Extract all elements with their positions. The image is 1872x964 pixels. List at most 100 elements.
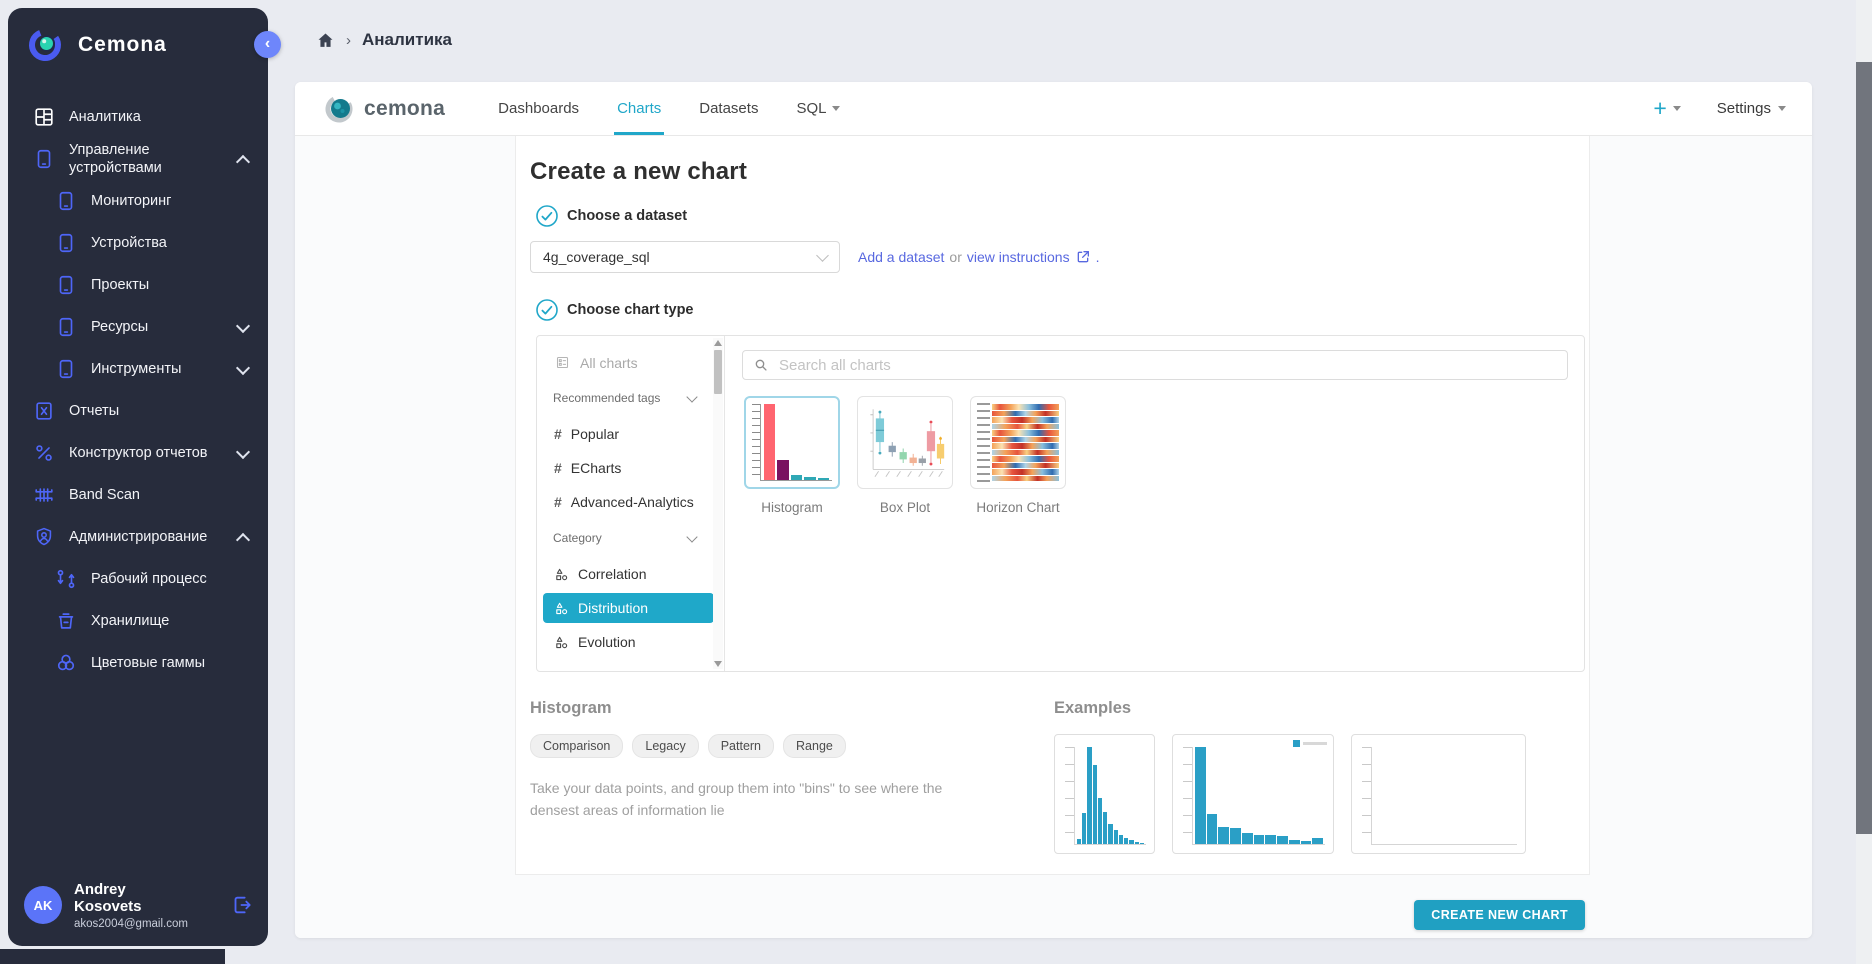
app-header: cemona Dashboards Charts Datasets SQL + … xyxy=(295,82,1812,136)
category-section[interactable]: Category xyxy=(537,521,724,555)
tag-advanced-analytics[interactable]: # Advanced-Analytics xyxy=(554,494,694,510)
user-email: akos2004@gmail.com xyxy=(74,918,188,930)
mini-histogram-bars xyxy=(761,404,832,481)
step-choose-dataset: Choose a dataset xyxy=(536,205,1589,227)
chevron-down-icon xyxy=(1672,106,1681,111)
logout-icon[interactable] xyxy=(230,894,252,916)
sidebar-item-report-builder[interactable]: Конструктор отчетов xyxy=(8,432,268,474)
user-name: Andrey Kosovets xyxy=(74,880,142,915)
tab-datasets[interactable]: Datasets xyxy=(699,100,759,117)
page-title: Create a new chart xyxy=(530,158,748,185)
mini-y-axis xyxy=(1065,747,1075,845)
app-logo: cemona xyxy=(325,94,445,124)
device-icon xyxy=(55,274,77,296)
sidebar-item-device-management[interactable]: Управление устройствами xyxy=(8,138,268,180)
sidebar-item-workflow[interactable]: Рабочий процесс xyxy=(8,558,268,600)
add-dataset-link[interactable]: Add a dataset xyxy=(858,249,945,265)
mini-y-axis xyxy=(1183,747,1193,845)
sidebar-item-devices[interactable]: Устройства xyxy=(8,222,268,264)
device-icon xyxy=(55,316,77,338)
tag-badge: Pattern xyxy=(707,734,775,758)
dataset-select[interactable]: 4g_coverage_sql xyxy=(530,241,840,273)
category-distribution[interactable]: Distribution xyxy=(543,593,714,623)
device-icon xyxy=(55,190,77,212)
tab-sql[interactable]: SQL xyxy=(777,82,859,135)
chevron-up-icon xyxy=(235,154,251,169)
search-input[interactable] xyxy=(777,355,1557,375)
tab-charts[interactable]: Charts xyxy=(598,82,680,135)
main-panel: cemona Dashboards Charts Datasets SQL + … xyxy=(295,82,1812,938)
sidebar-collapse-button[interactable]: ‹ xyxy=(254,31,281,58)
sidebar-brand: Cemona xyxy=(8,8,268,64)
horizon-rows xyxy=(992,403,1059,482)
chevron-down-icon xyxy=(686,530,698,543)
nav-tabs: Dashboards Charts Datasets SQL xyxy=(479,82,859,135)
scrollbar-thumb[interactable] xyxy=(1856,62,1872,834)
chart-search xyxy=(742,350,1568,380)
scroll-down-icon xyxy=(714,661,722,667)
check-circle-icon xyxy=(536,299,558,321)
external-link-icon xyxy=(1075,249,1091,265)
category-correlation[interactable]: Correlation xyxy=(543,559,714,589)
tag-badge: Legacy xyxy=(632,734,699,758)
sidebar-item-reports[interactable]: Отчеты xyxy=(8,390,268,432)
new-item-button[interactable]: + xyxy=(1653,95,1681,122)
tag-popular[interactable]: # Popular xyxy=(554,426,620,442)
sidebar-item-storage[interactable]: Хранилище xyxy=(8,600,268,642)
chart-option-histogram[interactable]: Histogram xyxy=(742,396,842,515)
sidebar-item-analytics[interactable]: Аналитика xyxy=(8,96,268,138)
brand-name: Cemona xyxy=(78,33,167,56)
all-charts-item[interactable]: All charts xyxy=(537,344,724,381)
storage-icon xyxy=(55,610,77,632)
chevron-down-icon xyxy=(816,248,829,262)
chart-option-horizon-chart[interactable]: Horizon Chart xyxy=(968,396,1068,515)
check-circle-icon xyxy=(536,205,558,227)
view-instructions-link[interactable]: view instructions xyxy=(966,249,1070,265)
chart-gallery: Histogram xyxy=(725,336,1584,671)
example-image-3 xyxy=(1351,734,1526,854)
mini-row-labels xyxy=(977,403,990,482)
chart-option-box-plot[interactable]: Box Plot xyxy=(855,396,955,515)
device-icon xyxy=(55,358,77,380)
sidebar-item-color-schemes[interactable]: Цветовые гаммы xyxy=(8,642,268,684)
band-scan-icon xyxy=(33,484,55,506)
category-icon xyxy=(554,567,569,582)
sidebar-item-resources[interactable]: Ресурсы xyxy=(8,306,268,348)
tag-echarts[interactable]: # ECharts xyxy=(554,460,622,476)
avatar: AK xyxy=(24,886,62,925)
category-evolution[interactable]: Evolution xyxy=(543,627,714,657)
chevron-down-icon xyxy=(686,390,698,403)
report-icon xyxy=(33,400,55,422)
sidebar-item-tools[interactable]: Инструменты xyxy=(8,348,268,390)
palette-icon xyxy=(55,652,77,674)
admin-shield-icon xyxy=(33,526,55,548)
home-icon[interactable] xyxy=(316,31,335,50)
scrollbar-thumb xyxy=(714,350,722,394)
recommended-tags-section[interactable]: Recommended tags xyxy=(537,381,724,415)
content-area: Create a new chart Choose a dataset 4g_c… xyxy=(295,136,1812,938)
report-builder-icon xyxy=(33,442,55,464)
sidebar-item-projects[interactable]: Проекты xyxy=(8,264,268,306)
all-charts-icon xyxy=(555,354,570,371)
tab-dashboards[interactable]: Dashboards xyxy=(498,100,580,117)
breadcrumb-current: Аналитика xyxy=(362,30,452,49)
app-wordmark: cemona xyxy=(364,96,446,120)
sidebar-item-administration[interactable]: Администрирование xyxy=(8,516,268,558)
mini-y-axis xyxy=(1362,747,1372,845)
tag-badge: Range xyxy=(783,734,846,758)
sidebar-item-band-scan[interactable]: Band Scan xyxy=(8,474,268,516)
chevron-down-icon xyxy=(235,318,251,333)
device-icon xyxy=(55,232,77,254)
category-panel-scrollbar[interactable] xyxy=(713,338,723,669)
hash-icon: # xyxy=(554,426,562,442)
page-scrollbar[interactable] xyxy=(1856,0,1872,964)
settings-menu[interactable]: Settings xyxy=(1717,100,1786,117)
sidebar-item-monitoring[interactable]: Мониторинг xyxy=(8,180,268,222)
mini-y-axis xyxy=(752,404,761,481)
hash-icon: # xyxy=(554,494,562,510)
create-chart-card: Create a new chart Choose a dataset 4g_c… xyxy=(515,136,1590,875)
cemona-app-logo-icon xyxy=(325,95,353,122)
step-choose-chart-type: Choose chart type xyxy=(536,299,1589,321)
sidebar-menu: Аналитика Управление устройствами Монито… xyxy=(8,96,268,881)
create-new-chart-button[interactable]: CREATE NEW CHART xyxy=(1414,900,1585,930)
